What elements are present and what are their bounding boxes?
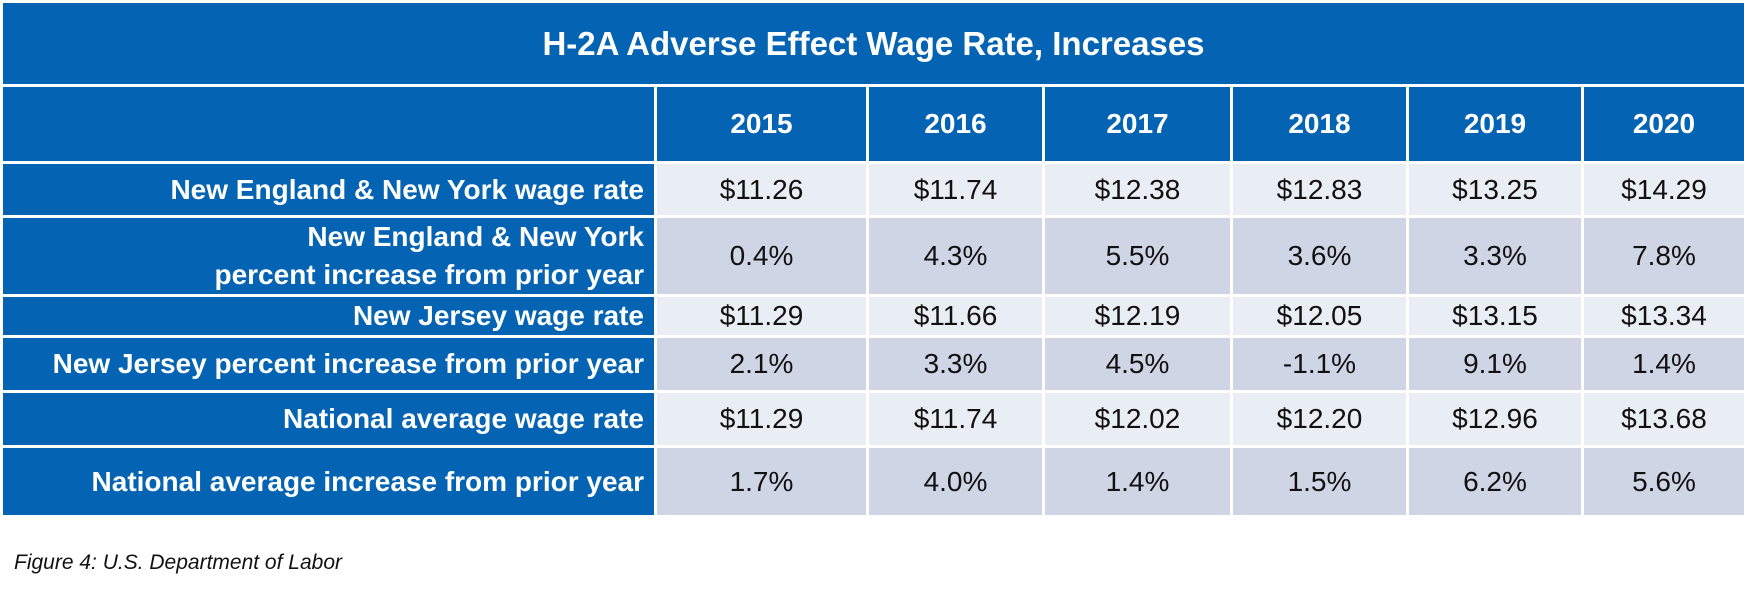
- data-cell: 7.8%: [1581, 215, 1744, 297]
- row-label: New England & New York wage rate: [0, 161, 657, 218]
- data-cell: 3.3%: [1406, 215, 1584, 297]
- year-header: 2020: [1581, 84, 1744, 164]
- table-row: New Jersey wage rate $11.29 $11.66 $12.1…: [0, 294, 1744, 338]
- year-header: 2019: [1406, 84, 1584, 164]
- table-row: New Jersey percent increase from prior y…: [0, 335, 1744, 393]
- figure-caption: Figure 4: U.S. Department of Labor: [14, 551, 342, 574]
- table-row: National average wage rate $11.29 $11.74…: [0, 390, 1744, 448]
- data-cell: $12.83: [1230, 161, 1409, 218]
- data-cell: 5.6%: [1581, 445, 1744, 518]
- table-title: H-2A Adverse Effect Wage Rate, Increases: [0, 0, 1744, 87]
- data-cell: $11.29: [654, 390, 869, 448]
- data-cell: 1.7%: [654, 445, 869, 518]
- row-label-line: percent increase from prior year: [214, 259, 644, 290]
- table-row: National average increase from prior yea…: [0, 445, 1744, 518]
- data-cell: $12.38: [1042, 161, 1233, 218]
- data-cell: $12.19: [1042, 294, 1233, 338]
- data-cell: 2.1%: [654, 335, 869, 393]
- data-cell: 1.5%: [1230, 445, 1409, 518]
- data-cell: 9.1%: [1406, 335, 1584, 393]
- year-header: 2017: [1042, 84, 1233, 164]
- data-cell: $13.34: [1581, 294, 1744, 338]
- data-cell: $12.02: [1042, 390, 1233, 448]
- row-label: New Jersey percent increase from prior y…: [0, 335, 657, 393]
- data-cell: 4.0%: [866, 445, 1045, 518]
- year-header: 2015: [654, 84, 869, 164]
- data-cell: $11.26: [654, 161, 869, 218]
- data-cell: 1.4%: [1581, 335, 1744, 393]
- data-cell: 0.4%: [654, 215, 869, 297]
- wage-table-container: H-2A Adverse Effect Wage Rate, Increases…: [0, 0, 1744, 518]
- row-label: National average wage rate: [0, 390, 657, 448]
- data-cell: $14.29: [1581, 161, 1744, 218]
- data-cell: 4.3%: [866, 215, 1045, 297]
- data-cell: $11.29: [654, 294, 869, 338]
- data-cell: 5.5%: [1042, 215, 1233, 297]
- wage-rate-table: H-2A Adverse Effect Wage Rate, Increases…: [0, 0, 1744, 518]
- data-cell: -1.1%: [1230, 335, 1409, 393]
- data-cell: 4.5%: [1042, 335, 1233, 393]
- data-cell: 3.3%: [866, 335, 1045, 393]
- title-row: H-2A Adverse Effect Wage Rate, Increases: [0, 0, 1744, 87]
- data-cell: $13.25: [1406, 161, 1584, 218]
- data-cell: $12.96: [1406, 390, 1584, 448]
- data-cell: $13.15: [1406, 294, 1584, 338]
- row-label: New England & New York percent increase …: [0, 215, 657, 297]
- year-header: 2018: [1230, 84, 1409, 164]
- year-header-row: 2015 2016 2017 2018 2019 2020: [0, 84, 1744, 164]
- data-cell: $11.66: [866, 294, 1045, 338]
- data-cell: $13.68: [1581, 390, 1744, 448]
- row-label: National average increase from prior yea…: [0, 445, 657, 518]
- row-label: New Jersey wage rate: [0, 294, 657, 338]
- data-cell: $11.74: [866, 390, 1045, 448]
- data-cell: $11.74: [866, 161, 1045, 218]
- header-corner-cell: [0, 84, 657, 164]
- table-row: New England & New York percent increase …: [0, 215, 1744, 297]
- data-cell: 3.6%: [1230, 215, 1409, 297]
- data-cell: $12.05: [1230, 294, 1409, 338]
- row-label-line: New England & New York: [307, 221, 644, 252]
- table-row: New England & New York wage rate $11.26 …: [0, 161, 1744, 218]
- year-header: 2016: [866, 84, 1045, 164]
- data-cell: 1.4%: [1042, 445, 1233, 518]
- data-cell: $12.20: [1230, 390, 1409, 448]
- data-cell: 6.2%: [1406, 445, 1584, 518]
